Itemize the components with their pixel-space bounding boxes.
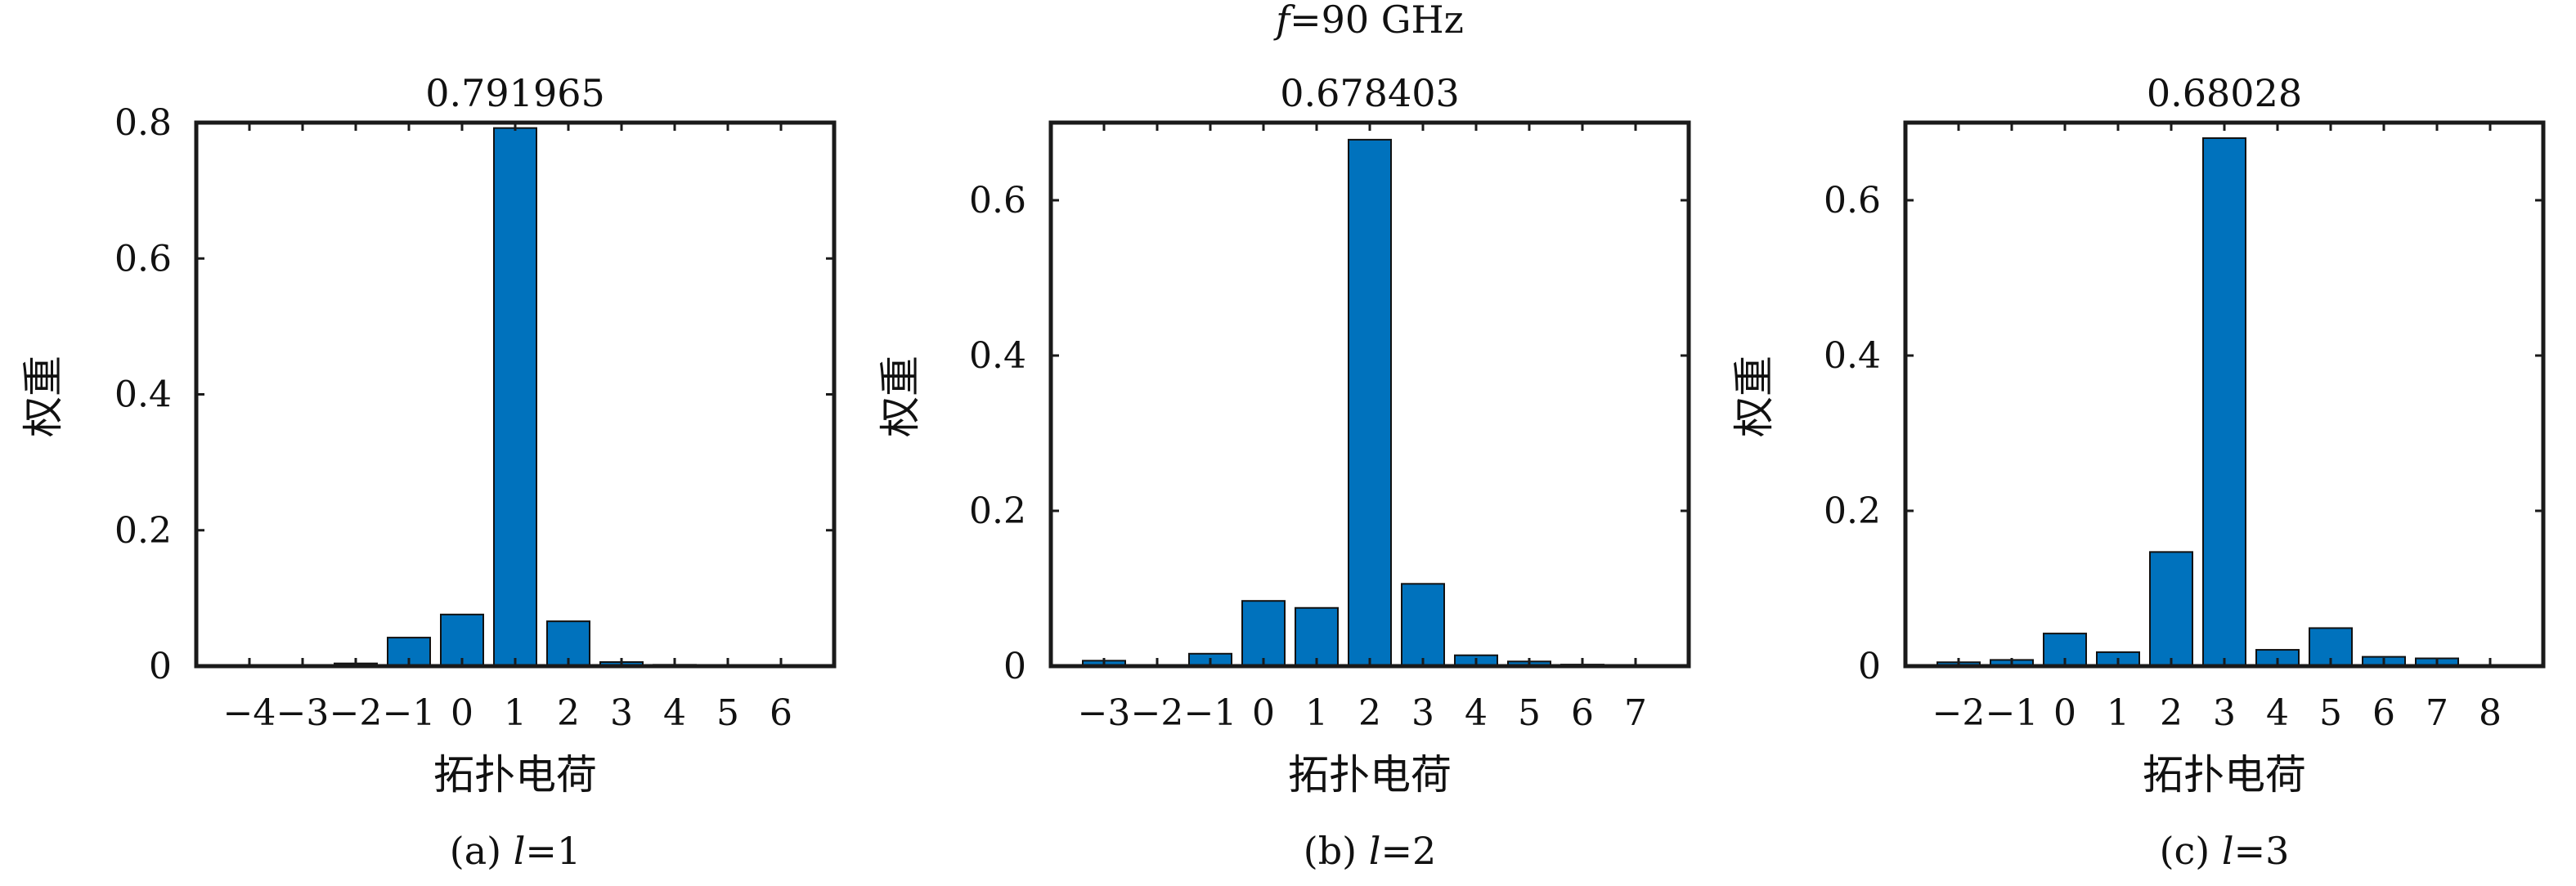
ytick-label-2-1: 0.2 xyxy=(969,490,1026,532)
xtick-label-1-4: 0 xyxy=(451,692,473,734)
panel-title-2: 0.678403 xyxy=(1280,71,1460,115)
ytick-label-1-4: 0.8 xyxy=(114,102,172,144)
xtick-label-2-1: −2 xyxy=(1131,692,1184,734)
panel-title-3: 0.68028 xyxy=(2147,71,2302,115)
xtick-label-2-6: 3 xyxy=(1411,692,1434,734)
xtick-label-3-9: 7 xyxy=(2426,692,2448,734)
xtick-label-1-0: −4 xyxy=(223,692,276,734)
bar-1-5 xyxy=(493,127,537,667)
xlabel-3: 拓扑电荷 xyxy=(2143,751,2306,799)
ylabel-2: 权重 xyxy=(877,356,924,437)
xtick-label-2-9: 6 xyxy=(1571,692,1594,734)
panels: 00.20.40.60.8−4 −3 −2 −1 0 1 2 3 4 5 60.791965拓扑电荷… xyxy=(20,71,2546,873)
xtick-label-1-1: −3 xyxy=(276,692,330,734)
xtick-label-1-2: −2 xyxy=(330,692,383,734)
xtick-label-3-3: 1 xyxy=(2107,692,2129,734)
xtick-label-3-4: 2 xyxy=(2160,692,2183,734)
xtick-label-1-5: 1 xyxy=(504,692,527,734)
xtick-label-2-4: 1 xyxy=(1305,692,1328,734)
ytick-label-3-0: 0 xyxy=(1858,646,1881,687)
bar-2-3 xyxy=(1241,600,1286,668)
xtick-label-1-10: 6 xyxy=(770,692,792,734)
ytick-label-3-2: 0.4 xyxy=(1824,335,1881,377)
xtick-label-2-2: −1 xyxy=(1184,692,1237,734)
xtick-label-3-2: 0 xyxy=(2053,692,2076,734)
bar-2-5 xyxy=(1348,138,1392,667)
caption-3: (c) l=3 xyxy=(2160,829,2290,873)
bar-2-4 xyxy=(1295,606,1339,667)
xtick-label-1-9: 5 xyxy=(716,692,739,734)
panel-title-1: 0.791965 xyxy=(425,71,605,115)
caption-2: (b) l=2 xyxy=(1304,829,1437,873)
xtick-label-2-8: 5 xyxy=(1518,692,1541,734)
bar-1-3 xyxy=(387,637,431,668)
panel-1: 00.20.40.60.8−4 −3 −2 −1 0 1 2 3 4 5 60.791965拓扑电荷… xyxy=(20,71,837,873)
ytick-label-1-2: 0.4 xyxy=(114,374,172,416)
xlabel-1: 拓扑电荷 xyxy=(433,751,597,799)
ytick-label-2-0: 0 xyxy=(1003,646,1026,687)
xlabel-2: 拓扑电荷 xyxy=(1288,751,1452,799)
xtick-label-2-0: −3 xyxy=(1078,692,1131,734)
xtick-label-3-0: −2 xyxy=(1932,692,1986,734)
ytick-label-1-1: 0.2 xyxy=(114,510,172,552)
xtick-label-2-7: 4 xyxy=(1465,692,1488,734)
ytick-label-1-3: 0.6 xyxy=(114,238,172,280)
bar-3-5 xyxy=(2202,137,2246,667)
ytick-label-1-0: 0 xyxy=(149,646,172,687)
xtick-label-3-1: −1 xyxy=(1986,692,2039,734)
xtick-label-3-7: 5 xyxy=(2319,692,2342,734)
xtick-label-1-8: 4 xyxy=(663,692,686,734)
bar-3-4 xyxy=(2149,551,2193,667)
figure-suptitle: f=90 GHz xyxy=(1273,0,1464,42)
ylabel-1: 权重 xyxy=(20,356,67,437)
ytick-label-3-1: 0.2 xyxy=(1824,490,1881,532)
xtick-label-1-6: 2 xyxy=(557,692,580,734)
xtick-label-3-8: 6 xyxy=(2372,692,2395,734)
ylabel-3: 权重 xyxy=(1730,356,1778,437)
ytick-label-3-3: 0.6 xyxy=(1824,180,1881,222)
xtick-label-2-3: 0 xyxy=(1252,692,1275,734)
xtick-label-1-7: 3 xyxy=(610,692,633,734)
panel-3: 00.20.40.6−2 −1 0 1 2 3 4 5 6 7 80.68028拓扑电荷权重(c) … xyxy=(1730,71,2546,873)
xtick-label-2-5: 2 xyxy=(1358,692,1381,734)
xtick-label-2-10: 7 xyxy=(1624,692,1647,734)
xtick-label-3-6: 4 xyxy=(2266,692,2289,734)
ytick-label-2-2: 0.4 xyxy=(969,335,1026,377)
xtick-label-3-10: 8 xyxy=(2479,692,2502,734)
ytick-label-2-3: 0.6 xyxy=(969,180,1026,222)
bar-2-6 xyxy=(1401,583,1445,667)
xtick-label-1-3: −1 xyxy=(383,692,436,734)
xtick-label-3-5: 3 xyxy=(2213,692,2236,734)
caption-1: (a) l=1 xyxy=(450,829,581,873)
panel-2: 00.20.40.6−3 −2 −1 0 1 2 3 4 5 6 70.678403拓扑电荷权重(b… xyxy=(877,71,1691,873)
